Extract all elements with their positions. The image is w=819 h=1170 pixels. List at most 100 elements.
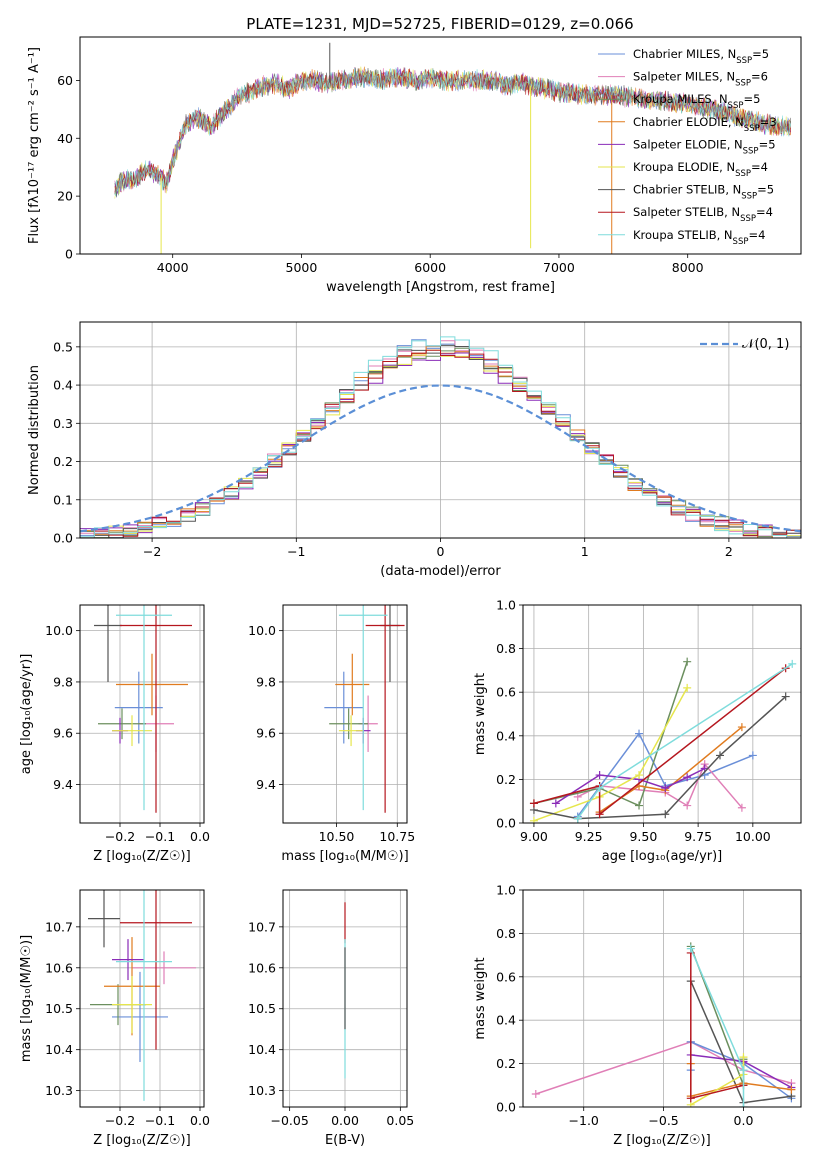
y-tick-label: 60 [57, 73, 73, 88]
weight-marker [573, 792, 582, 801]
histogram-step [80, 336, 801, 538]
y-tick-label: 9.8 [53, 674, 73, 689]
x-tick-label: 4000 [157, 260, 189, 275]
mass-vs-metallicity-plot: −0.2 −0.1 0.0 10.3 10.4 10.5 10.6 10.7 Z [log₁₀(… [19, 889, 210, 1148]
legend-label: Kroupa MILES, NSSP=5 [633, 92, 760, 111]
weight-marker [739, 1103, 748, 1107]
legend-label: Salpeter ELODIE, NSSP=5 [633, 137, 776, 156]
y-axis-label: mass weight [473, 673, 488, 755]
weight-marker [787, 1085, 796, 1094]
weight-marker [739, 1066, 748, 1075]
mass-weight-vs-age-plot: 9.00 9.25 9.50 9.75 10.00 0.0 0.2 0.4 0.6 0.8 1.0 a… [473, 598, 802, 864]
chart-title: PLATE=1231, MJD=52725, FIBERID=0129, z=0… [246, 15, 633, 33]
x-tick-label: 0.05 [386, 1113, 414, 1128]
axes-frame [282, 604, 408, 824]
y-tick-label: 0.2 [496, 1056, 516, 1071]
weight-marker [683, 801, 692, 810]
x-tick-label: 0 [437, 544, 445, 559]
x-tick-label: 9.50 [629, 829, 657, 844]
weight-marker [716, 751, 725, 760]
y-tick-label: 0.1 [53, 492, 73, 507]
y-tick-label: 0.5 [53, 339, 73, 354]
legend-label: Salpeter MILES, NSSP=6 [633, 70, 768, 89]
y-tick-label: 0.0 [496, 1100, 516, 1115]
y-tick-label: 0.4 [53, 378, 73, 393]
weight-marker [781, 692, 790, 701]
x-tick-label: 5000 [286, 260, 318, 275]
x-tick-label: 0.0 [190, 1113, 210, 1128]
legend-label: 𝒩(0, 1) [742, 337, 789, 352]
y-tick-label: 10.6 [248, 960, 276, 975]
weight-marker [737, 803, 746, 812]
spectrum-plot: 4000 5000 6000 7000 8000 0 20 40 60 wavelength [A… [27, 36, 802, 295]
y-axis-label: mass [log₁₀(M/M☉)] [19, 935, 34, 1062]
y-tick-label: 9.6 [256, 726, 276, 741]
x-tick-label: 0.0 [734, 1113, 754, 1128]
y-tick-label: 0.6 [496, 685, 516, 700]
x-tick-label: −0.2 [105, 1113, 135, 1128]
y-tick-label: 9.4 [53, 777, 73, 792]
weight-line [533, 687, 688, 822]
weight-marker [635, 729, 644, 738]
x-axis-label: Z [log₁₀(Z/Z☉)] [613, 1133, 710, 1148]
axes-frame [522, 604, 802, 824]
plot-area [80, 336, 801, 538]
plot-area [94, 605, 192, 813]
y-tick-label: 0.8 [496, 926, 516, 941]
y-tick-label: 0.4 [496, 728, 516, 743]
legend-label: Salpeter STELIB, NSSP=4 [633, 205, 773, 224]
x-axis-label: (data-model)/error [380, 564, 501, 579]
x-tick-label: −1.0 [569, 1113, 599, 1128]
y-tick-label: 0.6 [496, 969, 516, 984]
spectrum-line [114, 66, 791, 199]
legend-label: Chabrier STELIB, NSSP=5 [633, 183, 774, 202]
y-tick-label: 10.7 [45, 919, 73, 934]
weight-marker [595, 784, 604, 793]
weight-marker [551, 799, 560, 808]
weight-marker [661, 810, 670, 819]
weight-marker [739, 1053, 748, 1062]
y-axis-label: age [log₁₀(age/yr)] [19, 654, 34, 775]
x-tick-label: 8000 [672, 260, 704, 275]
y-axis-label: Flux [fλ10⁻¹⁷ erg cm⁻² s⁻¹ A⁻¹] [27, 47, 42, 244]
weight-marker [748, 751, 757, 760]
weight-marker [529, 816, 538, 823]
legend-label: Chabrier ELODIE, NSSP=3 [633, 115, 777, 134]
x-tick-label: 1 [581, 544, 589, 559]
axes-frame [79, 604, 205, 824]
plot-area [531, 942, 796, 1107]
axes-frame [79, 889, 205, 1108]
y-tick-label: 0.0 [496, 816, 516, 831]
residual-histogram-plot: −2 −1 0 1 2 0.0 0.1 0.2 0.3 0.4 0.5 (data-model)/er… [27, 321, 802, 579]
weight-marker [573, 814, 582, 823]
x-tick-label: 10.50 [319, 829, 355, 844]
y-tick-label: 0 [65, 247, 73, 262]
grid [283, 605, 407, 823]
x-axis-label: wavelength [Angstrom, rest frame] [326, 280, 555, 295]
y-tick-label: 10.0 [248, 623, 276, 638]
y-tick-label: 0.8 [496, 641, 516, 656]
x-tick-label: 6000 [414, 260, 446, 275]
axes-frame [79, 36, 802, 255]
weight-marker [661, 784, 670, 793]
plot-area [324, 605, 405, 813]
weight-marker [595, 810, 604, 819]
axes-frame [282, 889, 408, 1108]
spectrum-line [114, 67, 791, 197]
weight-marker [531, 1089, 540, 1098]
weight-marker [683, 683, 692, 692]
gaussian-reference-curve [80, 384, 801, 533]
x-tick-label: 10.00 [735, 829, 771, 844]
y-tick-label: 40 [57, 131, 73, 146]
x-tick-label: −0.2 [105, 829, 135, 844]
axes-frame [522, 889, 802, 1108]
mass-vs-ebv-plot: −0.05 0.00 0.05 10.3 10.4 10.5 10.6 10.7 E(B-V) [248, 889, 414, 1148]
y-tick-label: 0.2 [496, 772, 516, 787]
weight-line [555, 767, 706, 805]
y-tick-label: 10.6 [45, 960, 73, 975]
x-axis-label: E(B-V) [325, 1133, 365, 1148]
x-axis-label: age [log₁₀(age/yr)] [602, 849, 723, 864]
y-tick-label: 10.3 [45, 1083, 73, 1098]
y-tick-label: 10.5 [45, 1001, 73, 1016]
legend-label: Kroupa STELIB, NSSP=4 [633, 228, 765, 247]
